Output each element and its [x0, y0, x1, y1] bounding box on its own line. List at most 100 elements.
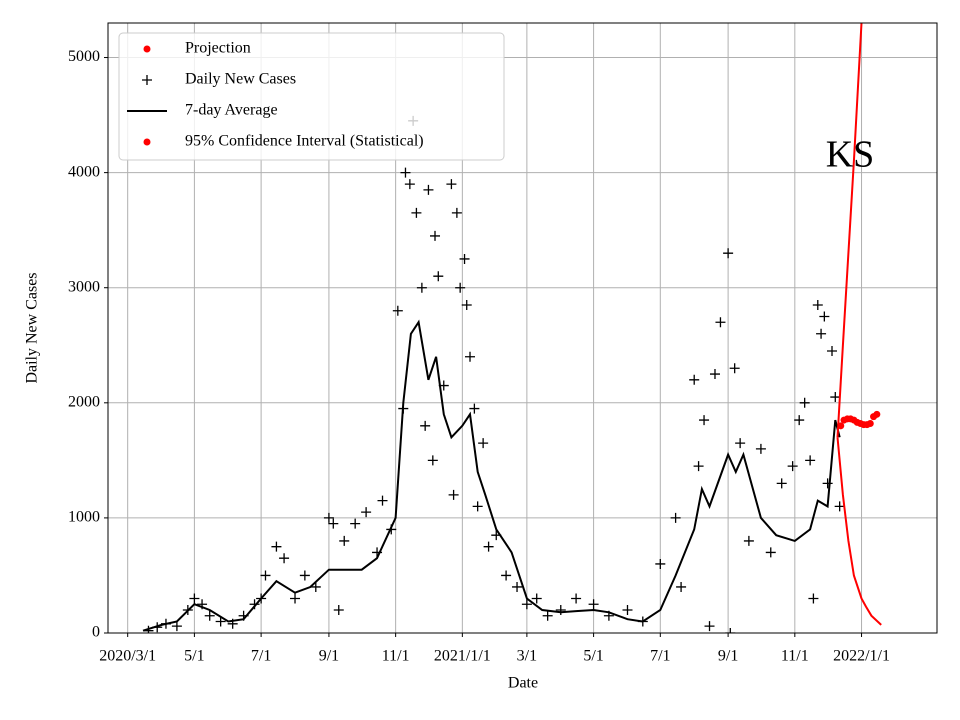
case-marker	[423, 184, 434, 195]
x-tick-label: 5/1	[184, 648, 204, 665]
case-marker	[171, 621, 182, 632]
y-tick-label: 5000	[68, 48, 100, 65]
case-marker	[729, 363, 740, 374]
case-marker	[725, 628, 736, 633]
y-tick-label: 0	[92, 624, 100, 641]
case-marker	[571, 593, 582, 604]
case-marker	[461, 299, 472, 310]
case-marker	[830, 392, 841, 403]
x-tick-label: 11/1	[382, 648, 410, 665]
case-marker	[446, 179, 457, 190]
x-tick-label: 7/1	[650, 648, 670, 665]
legend-label: 7-day Average	[185, 102, 278, 119]
legend-label: Daily New Cases	[185, 71, 296, 88]
case-marker	[512, 581, 523, 592]
case-marker	[521, 599, 532, 610]
x-tick-label: 2022/1/1	[833, 648, 890, 665]
case-marker	[279, 553, 290, 564]
case-marker	[299, 570, 310, 581]
case-marker	[799, 397, 810, 408]
case-marker	[333, 604, 344, 615]
case-marker	[822, 478, 833, 489]
x-axis-label: Date	[508, 675, 538, 692]
case-marker	[735, 438, 746, 449]
case-marker	[805, 455, 816, 466]
case-marker	[693, 461, 704, 472]
case-marker	[794, 415, 805, 426]
legend-swatch	[143, 45, 151, 53]
case-marker	[416, 282, 427, 293]
case-marker	[430, 230, 441, 241]
legend-label: Projection	[185, 40, 251, 57]
x-tick-label: 3/1	[517, 648, 537, 665]
case-marker	[189, 593, 200, 604]
case-marker	[676, 581, 687, 592]
case-marker	[455, 282, 466, 293]
case-marker	[622, 604, 633, 615]
case-marker	[328, 518, 339, 529]
case-marker	[699, 415, 710, 426]
legend-box	[118, 32, 505, 161]
case-marker	[323, 512, 334, 523]
case-marker	[290, 593, 301, 604]
case-marker	[588, 599, 599, 610]
case-marker	[816, 328, 827, 339]
x-tick-label: 5/1	[583, 648, 603, 665]
case-marker	[808, 593, 819, 604]
case-marker	[451, 207, 462, 218]
case-marker	[765, 547, 776, 558]
case-marker	[411, 207, 422, 218]
case-marker	[404, 179, 415, 190]
legend-label: 95% Confidence Interval (Statistical)	[185, 133, 424, 150]
y-tick-label: 4000	[68, 163, 100, 180]
x-tick-label: 9/1	[319, 648, 339, 665]
case-marker	[704, 621, 715, 632]
case-marker	[377, 495, 388, 506]
case-marker	[709, 369, 720, 380]
case-marker	[478, 438, 489, 449]
annotation: KS	[826, 134, 875, 176]
case-marker	[531, 593, 542, 604]
axes: 0 1000 2000 3000 4000 5000 2020/3/1 5/1 7/1 9/1 11…	[68, 48, 890, 664]
case-marker	[542, 610, 553, 621]
case-marker	[555, 604, 566, 615]
case-marker	[350, 518, 361, 529]
x-tick-label: 2020/3/1	[99, 648, 156, 665]
case-marker	[670, 512, 681, 523]
case-marker	[834, 501, 845, 512]
case-marker	[501, 570, 512, 581]
case-marker	[723, 248, 734, 259]
confidence-line	[836, 437, 882, 626]
case-marker	[310, 581, 321, 592]
case-marker	[469, 403, 480, 414]
case-marker	[472, 501, 483, 512]
case-marker	[655, 558, 666, 569]
legend: Projection Daily New Cases 7-day Average 95…	[118, 32, 505, 161]
y-tick-label: 2000	[68, 393, 100, 410]
case-marker	[812, 299, 823, 310]
case-marker	[204, 610, 215, 621]
x-tick-label: 11/1	[781, 648, 809, 665]
case-marker	[459, 253, 470, 264]
case-marker	[392, 305, 403, 316]
case-marker	[271, 541, 282, 552]
projection-point	[873, 410, 881, 418]
average-line	[142, 319, 841, 632]
y-tick-label: 1000	[68, 509, 100, 526]
case-marker	[715, 317, 726, 328]
case-marker	[755, 443, 766, 454]
x-tick-label: 2021/1/1	[434, 648, 491, 665]
plot-frame	[107, 22, 938, 634]
confidence-line	[836, 23, 863, 438]
case-marker	[689, 374, 700, 385]
case-marker	[465, 351, 476, 362]
projection-point	[866, 420, 874, 428]
legend-swatch	[143, 138, 151, 146]
case-marker	[776, 478, 787, 489]
case-marker	[827, 346, 838, 357]
case-marker	[339, 535, 350, 546]
case-marker	[400, 167, 411, 178]
case-marker	[215, 616, 226, 627]
x-tick-label: 9/1	[718, 648, 738, 665]
